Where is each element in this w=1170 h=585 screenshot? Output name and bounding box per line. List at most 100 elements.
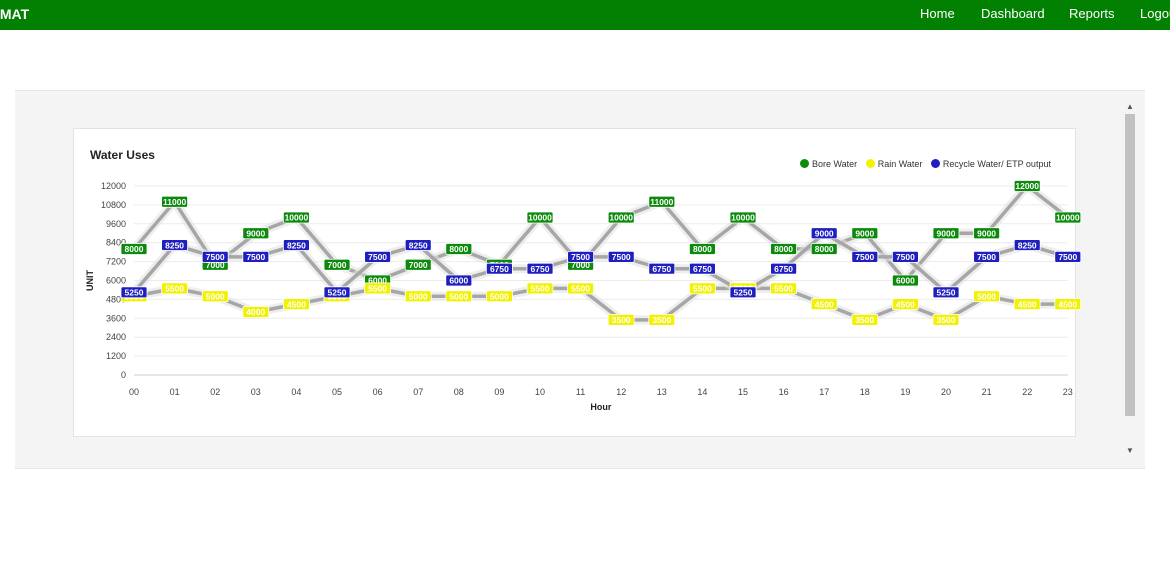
scroll-up-arrow-icon[interactable]: ▲ [1126,102,1134,111]
data-point-marker [973,250,1000,263]
data-label: 5000 [409,291,428,301]
data-point-marker [810,227,838,240]
brand-logo[interactable]: iMAT [0,6,30,22]
data-label: 5000 [977,291,996,301]
legend-item-rain[interactable]: Rain Water [865,159,923,169]
data-point-marker [323,286,351,299]
data-label: 7500 [368,252,387,262]
legend-marker-recycle [930,159,940,168]
data-label: 3500 [855,315,874,325]
data-point-marker [282,298,310,311]
data-label: 3500 [612,315,631,325]
x-tick-label: 18 [860,387,870,397]
data-label: 8000 [693,244,712,254]
nav-dashboard-link[interactable]: Dashboard [981,6,1045,21]
top-navbar: iMAT Home Dashboard Reports Logout [0,0,1170,30]
y-tick-label: 0 [121,370,126,380]
data-point-marker [810,298,838,311]
y-tick-label: 12000 [101,181,126,191]
data-point-marker [851,313,879,326]
data-point-marker [729,286,757,299]
data-label: 12000 [1015,181,1039,191]
data-point-marker [242,227,270,240]
data-label: 10000 [731,213,755,223]
y-tick-label: 3600 [106,313,126,323]
x-tick-label: 01 [170,387,180,397]
data-label: 8250 [1018,240,1037,250]
data-label: 7000 [409,260,428,270]
data-point-marker [689,282,716,295]
data-label: 9000 [815,228,834,238]
data-point-marker [892,298,919,311]
data-label: 6000 [368,276,387,286]
data-point-marker [526,282,554,295]
data-point-marker [201,290,229,303]
x-tick-label: 08 [454,387,464,397]
data-label: 7500 [612,252,631,262]
data-label: 7500 [246,252,265,262]
data-label: 9000 [246,228,265,238]
scroll-down-arrow-icon[interactable]: ▼ [1126,446,1134,455]
scrollbar-thumb[interactable] [1125,114,1135,416]
data-label: 11000 [163,197,186,207]
y-tick-label: 1200 [106,351,126,361]
x-tick-label: 06 [373,387,383,397]
data-label: 9000 [937,228,956,238]
data-point-marker [607,211,635,224]
nav-home-link[interactable]: Home [920,6,955,21]
y-tick-label: 9600 [106,219,126,229]
data-label: 5500 [774,284,793,294]
legend-marker-bore [800,159,809,168]
nav-reports-link[interactable]: Reports [1069,6,1115,21]
data-label: 10000 [285,213,309,223]
data-label: 7500 [206,252,225,262]
data-label: 4500 [815,299,834,309]
x-tick-label: 07 [413,387,423,397]
data-label: 10000 [609,213,633,223]
data-label: 10000 [528,213,552,223]
data-label: 10000 [1056,213,1080,223]
data-point-marker [973,290,1000,303]
data-point-marker [689,243,716,255]
data-point-marker [607,313,635,326]
data-point-marker [810,243,838,255]
y-tick-label: 10800 [101,200,126,210]
data-point-marker [161,239,189,251]
nav-logout-link[interactable]: Logout [1140,6,1170,21]
data-point-marker [1054,250,1082,263]
data-label: 4500 [287,299,306,309]
legend-label-rain: Rain Water [877,159,923,169]
data-label: 7500 [571,252,590,262]
data-point-marker [648,262,676,275]
data-point-marker [242,250,270,263]
data-point-marker [404,290,432,303]
data-label: 5250 [734,288,753,298]
data-point-marker [1013,298,1041,311]
data-point-marker [932,286,960,299]
data-label: 11000 [650,197,673,207]
data-point-marker [729,211,757,224]
legend-label-recycle: Recycle Water/ ETP output [942,159,1051,169]
data-point-marker [485,290,513,303]
legend-item-bore[interactable]: Bore Water [800,159,857,169]
data-label: 6750 [693,264,712,274]
data-label: 5250 [328,288,347,298]
series-line-shadow [130,181,1071,285]
data-point-marker [932,227,960,240]
data-label: 7500 [896,252,915,262]
data-point-marker [648,313,676,326]
data-label: 8250 [165,240,184,250]
x-tick-label: 22 [1022,387,1032,397]
legend-item-recycle[interactable]: Recycle Water/ ETP output [930,159,1051,169]
data-label: 8000 [774,244,793,254]
data-label: 8000 [449,244,468,254]
data-label: 8000 [815,244,834,254]
data-point-marker [1054,211,1082,224]
data-label: 5500 [368,284,387,294]
x-tick-label: 16 [779,387,789,397]
data-label: 5250 [937,288,956,298]
data-point-marker [1013,180,1041,192]
data-point-marker [851,227,879,240]
x-tick-label: 09 [494,387,504,397]
